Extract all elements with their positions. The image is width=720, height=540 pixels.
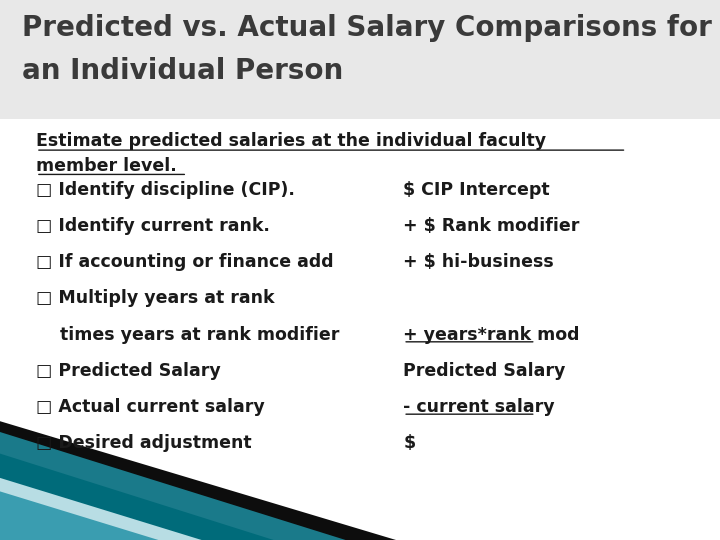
Text: □ Predicted Salary: □ Predicted Salary: [36, 362, 221, 380]
Text: Estimate predicted salaries at the individual faculty: Estimate predicted salaries at the indiv…: [36, 132, 546, 150]
Polygon shape: [0, 454, 274, 540]
Text: □ Identify discipline (CIP).: □ Identify discipline (CIP).: [36, 181, 295, 199]
Text: Predicted Salary: Predicted Salary: [403, 362, 566, 380]
Polygon shape: [0, 421, 396, 540]
Text: + $ hi-business: + $ hi-business: [403, 253, 554, 271]
Text: - current salary: - current salary: [403, 398, 555, 416]
Text: Predicted vs. Actual Salary Comparisons for: Predicted vs. Actual Salary Comparisons …: [22, 14, 711, 42]
Polygon shape: [0, 432, 346, 540]
Polygon shape: [0, 491, 158, 540]
Text: □ Actual current salary: □ Actual current salary: [36, 398, 265, 416]
Text: $: $: [403, 434, 415, 452]
Text: □ Identify current rank.: □ Identify current rank.: [36, 217, 270, 235]
Text: times years at rank modifier: times years at rank modifier: [36, 326, 339, 343]
Text: an Individual Person: an Individual Person: [22, 57, 343, 85]
Text: + $ Rank modifier: + $ Rank modifier: [403, 217, 580, 235]
Text: + years*rank mod: + years*rank mod: [403, 326, 580, 343]
Text: □ Multiply years at rank: □ Multiply years at rank: [36, 289, 274, 307]
Text: □ Desired adjustment: □ Desired adjustment: [36, 434, 251, 452]
Text: member level.: member level.: [36, 157, 176, 174]
Text: □ If accounting or finance add: □ If accounting or finance add: [36, 253, 333, 271]
Polygon shape: [0, 478, 202, 540]
FancyBboxPatch shape: [0, 0, 720, 119]
Text: $ CIP Intercept: $ CIP Intercept: [403, 181, 550, 199]
